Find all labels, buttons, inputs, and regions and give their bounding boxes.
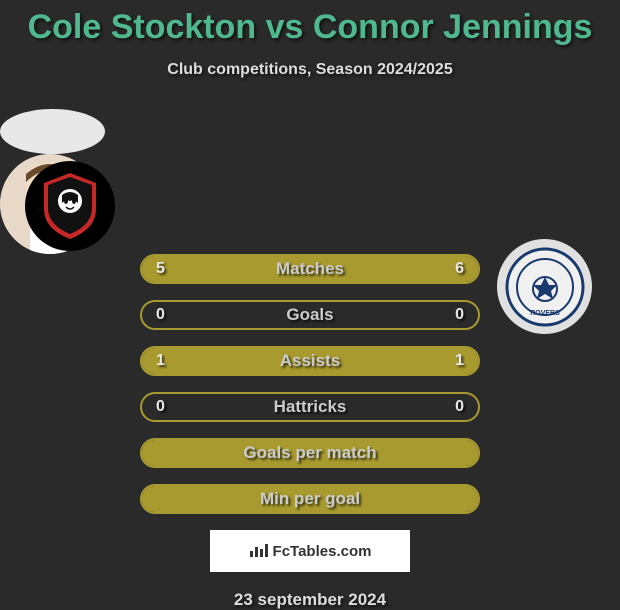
chart-glyph-icon bbox=[249, 541, 269, 561]
stat-label: Min per goal bbox=[142, 486, 478, 512]
snapshot-date: 23 september 2024 bbox=[0, 590, 620, 610]
svg-text:ROVERS: ROVERS bbox=[530, 310, 560, 317]
stat-label: Goals per match bbox=[142, 440, 478, 466]
stat-row: 11Assists bbox=[140, 346, 480, 376]
comparison-title: Cole Stockton vs Connor Jennings bbox=[0, 0, 620, 47]
fctables-logo: FcTables.com bbox=[210, 530, 410, 572]
stat-label: Assists bbox=[142, 348, 478, 374]
logo-text: FcTables.com bbox=[273, 543, 372, 560]
player-left-avatar bbox=[0, 109, 105, 154]
stat-row: 56Matches bbox=[140, 254, 480, 284]
club-right-badge: ROVERS bbox=[497, 239, 592, 334]
stat-row: 00Hattricks bbox=[140, 392, 480, 422]
stat-label: Matches bbox=[142, 256, 478, 282]
stat-row: Goals per match bbox=[140, 438, 480, 468]
stat-bars: 56Matches 00Goals 11Assists 00Hattricks Goal… bbox=[140, 254, 480, 514]
stat-label: Hattricks bbox=[142, 394, 478, 420]
stat-label: Goals bbox=[142, 302, 478, 328]
comparison-subtitle: Club competitions, Season 2024/2025 bbox=[0, 61, 620, 79]
shield-icon bbox=[40, 171, 100, 241]
club-crest-icon: ROVERS bbox=[505, 247, 585, 327]
stats-area: ROVERS 56Matches 00Goals 11Assists 00Hattri… bbox=[0, 109, 620, 610]
club-left-badge bbox=[25, 161, 115, 251]
stat-row: Min per goal bbox=[140, 484, 480, 514]
stat-row: 00Goals bbox=[140, 300, 480, 330]
